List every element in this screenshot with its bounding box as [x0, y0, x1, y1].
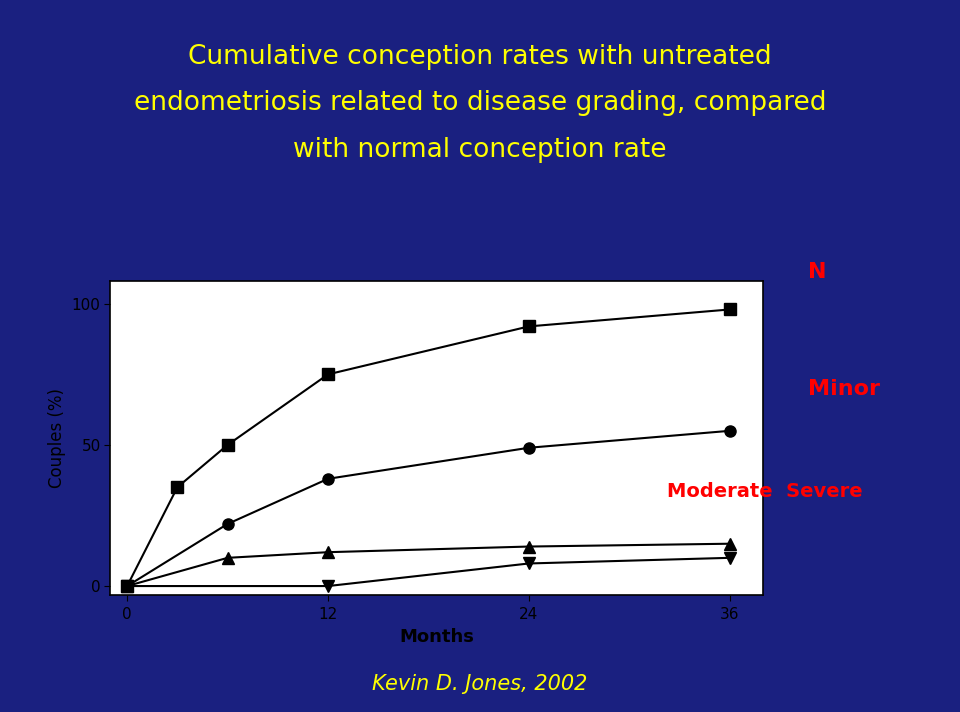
- Text: Kevin D. Jones, 2002: Kevin D. Jones, 2002: [372, 674, 588, 693]
- X-axis label: Months: Months: [399, 627, 474, 646]
- Text: Minor: Minor: [808, 379, 880, 399]
- Text: with normal conception rate: with normal conception rate: [293, 137, 667, 162]
- Text: N: N: [808, 262, 827, 282]
- Text: Moderate  Severe: Moderate Severe: [667, 482, 863, 501]
- Text: Cumulative conception rates with untreated: Cumulative conception rates with untreat…: [188, 44, 772, 70]
- Text: endometriosis related to disease grading, compared: endometriosis related to disease grading…: [133, 90, 827, 116]
- Y-axis label: Couples (%): Couples (%): [48, 388, 66, 488]
